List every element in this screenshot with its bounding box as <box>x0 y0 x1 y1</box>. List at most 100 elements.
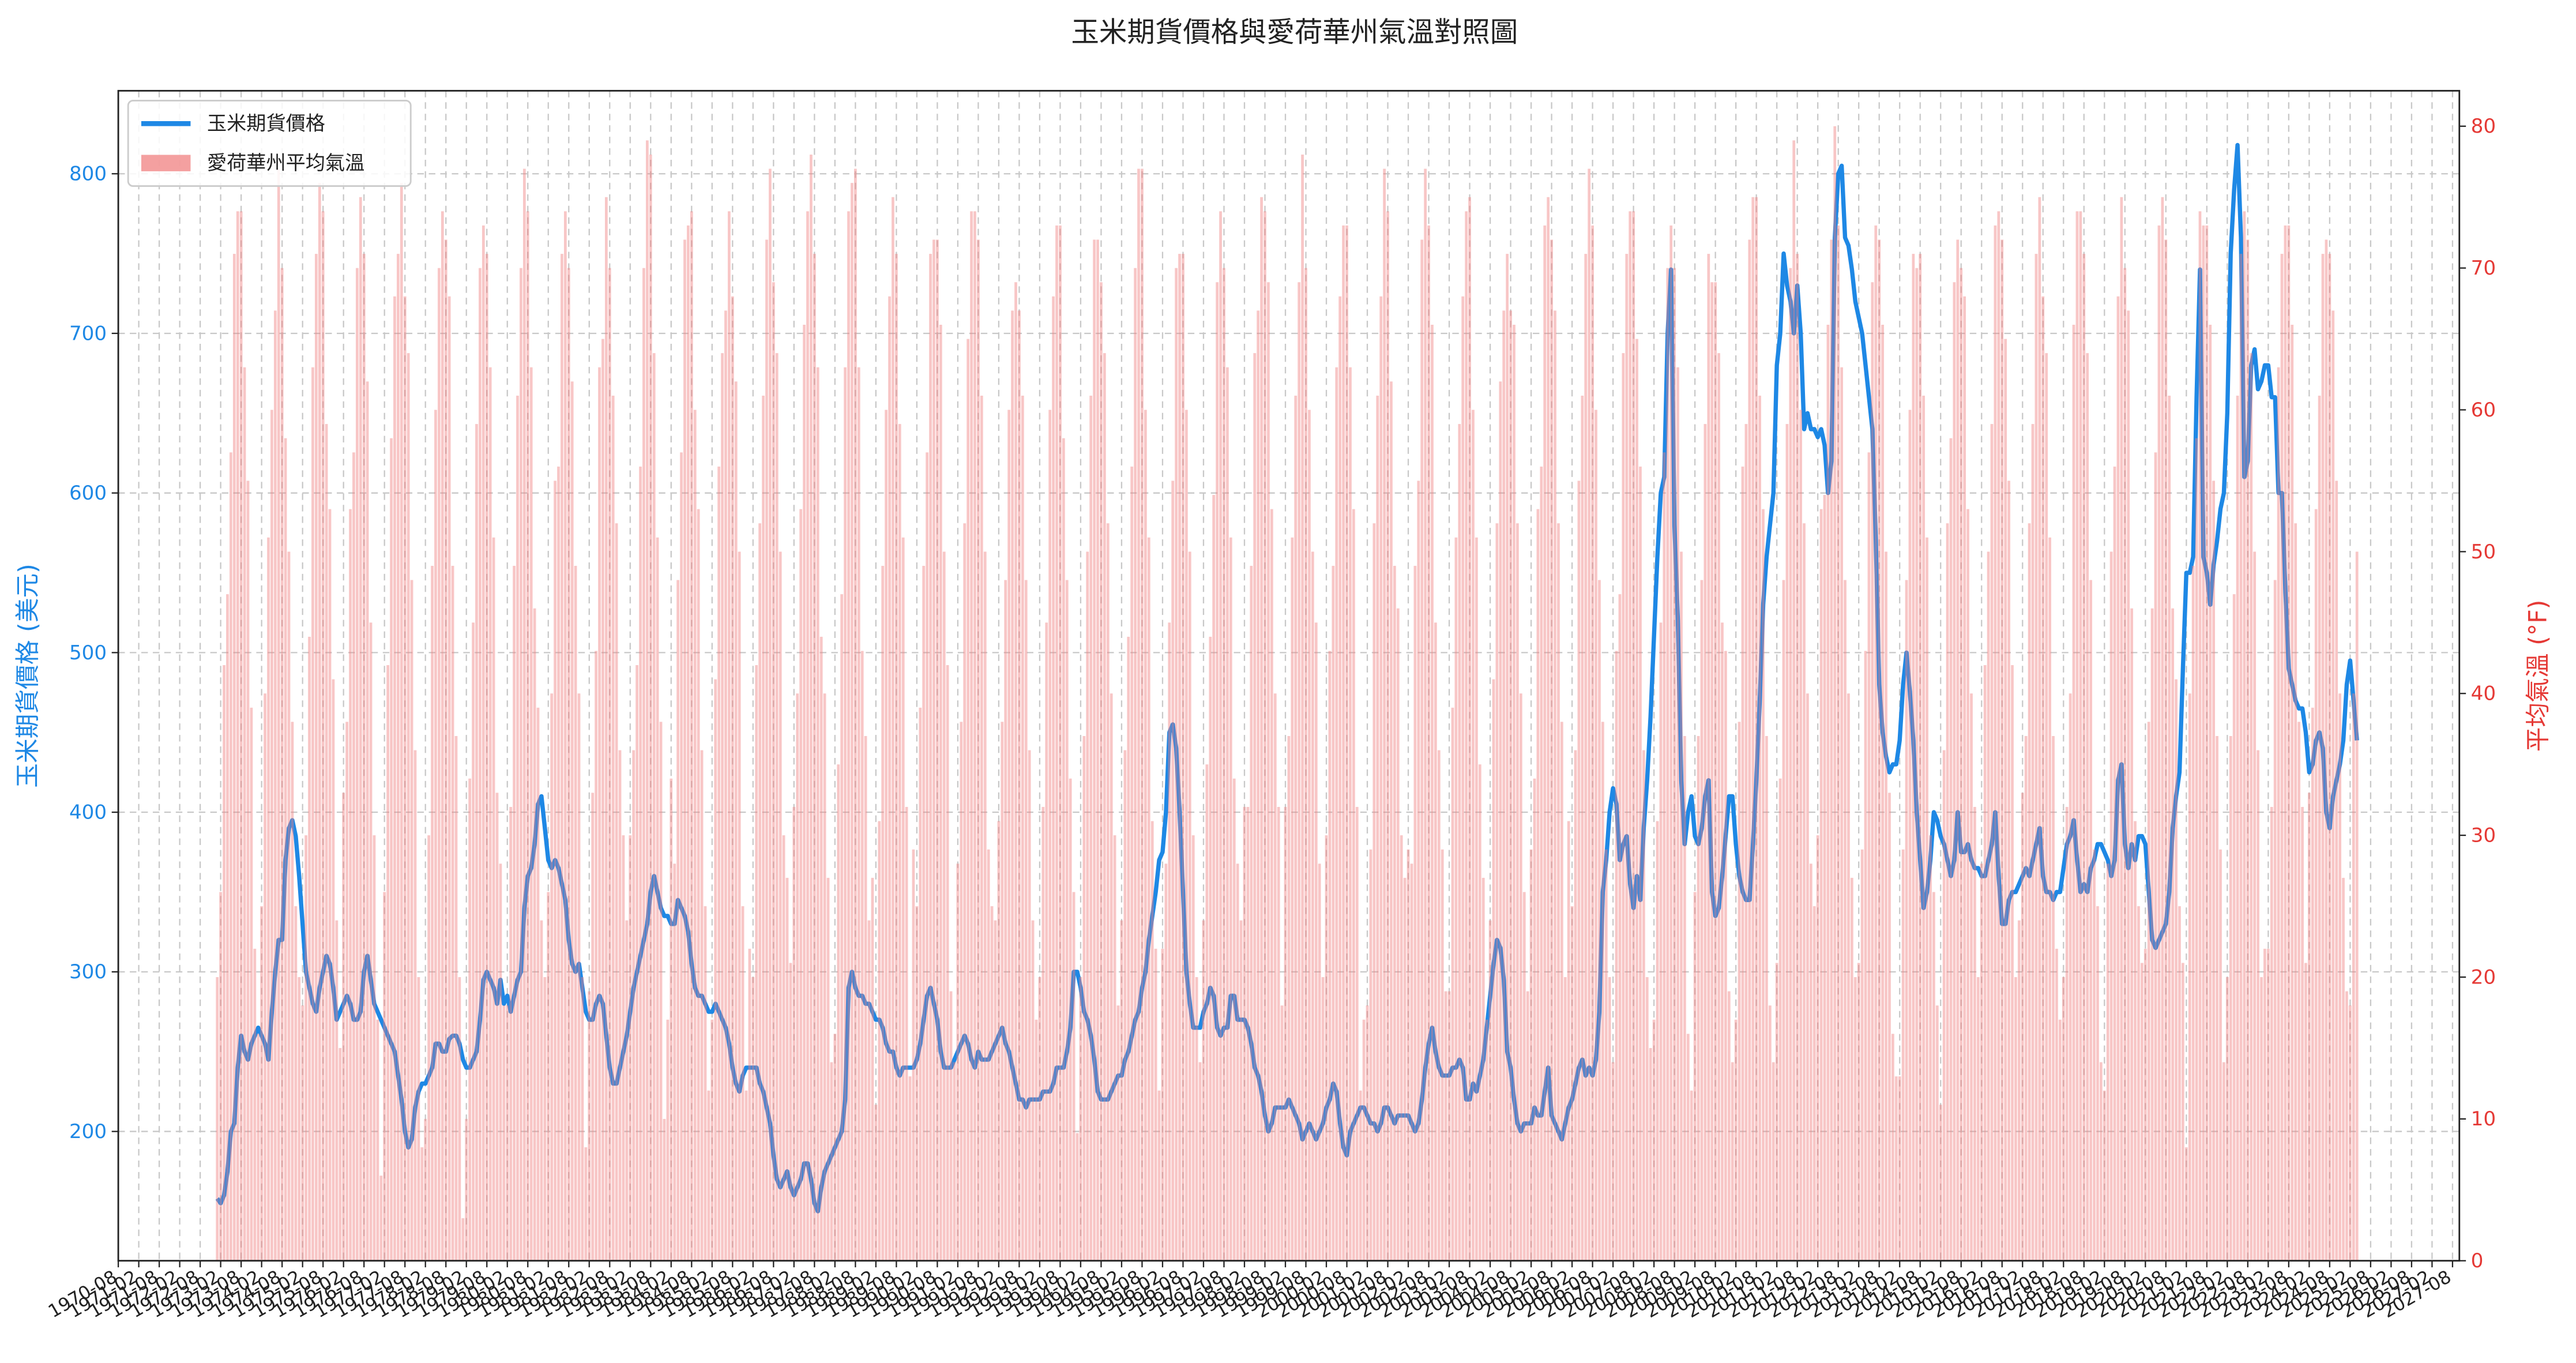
temperature-bar <box>922 565 926 1261</box>
temperature-bar <box>2219 849 2222 1261</box>
temperature-bar <box>1260 197 1263 1261</box>
temperature-bar <box>298 977 301 1261</box>
temperature-bar <box>1707 254 1710 1261</box>
temperature-bar <box>431 565 434 1261</box>
temperature-bar <box>1065 580 1069 1261</box>
temperature-bar <box>799 509 803 1261</box>
temperature-bar <box>1458 424 1461 1261</box>
temperature-bar <box>2209 325 2212 1261</box>
temperature-bar <box>1697 736 1700 1261</box>
temperature-bar <box>939 325 942 1261</box>
temperature-bar <box>2314 509 2318 1261</box>
temperature-bar <box>1864 651 1867 1261</box>
temperature-bar <box>595 651 597 1261</box>
temperature-bar <box>550 693 554 1261</box>
temperature-bar <box>755 665 758 1261</box>
temperature-bar <box>687 225 690 1261</box>
temperature-bar <box>1096 239 1099 1261</box>
temperature-bar <box>663 1118 666 1261</box>
temperature-bar <box>2161 197 2164 1261</box>
temperature-bar <box>1175 268 1178 1261</box>
temperature-bar <box>522 168 526 1261</box>
temperature-bar <box>465 1118 468 1261</box>
temperature-bar <box>2280 254 2284 1261</box>
temperature-bar <box>1526 991 1529 1261</box>
temperature-bar <box>1157 1090 1161 1261</box>
temperature-bar <box>1267 282 1270 1261</box>
temperature-bar <box>1782 580 1785 1261</box>
temperature-bar <box>973 211 976 1261</box>
temperature-bar <box>1332 565 1335 1261</box>
temperature-bar <box>2291 325 2294 1261</box>
temperature-bar <box>833 1034 837 1261</box>
temperature-bar <box>2038 197 2041 1261</box>
temperature-bar <box>1744 424 1748 1261</box>
temperature-bar <box>2236 395 2239 1261</box>
temperature-bar <box>2000 239 2004 1261</box>
temperature-bar <box>397 254 400 1261</box>
temperature-bar <box>659 722 663 1261</box>
temperature-bar <box>1850 877 1853 1261</box>
temperature-bar <box>980 395 983 1261</box>
legend-label: 愛荷華州平均氣溫 <box>207 152 364 175</box>
temperature-bar <box>458 977 461 1261</box>
temperature-bar <box>567 268 570 1261</box>
temperature-bar <box>1639 466 1642 1261</box>
temperature-bar <box>1113 835 1116 1261</box>
temperature-bar <box>724 310 727 1261</box>
temperature-bar <box>355 268 359 1261</box>
temperature-bar <box>1314 622 1318 1261</box>
temperature-bar <box>1431 325 1434 1261</box>
temperature-bar <box>1366 1005 1369 1261</box>
temperature-bar <box>1663 452 1666 1261</box>
temperature-bar <box>267 537 270 1261</box>
temperature-bar <box>2082 254 2086 1261</box>
temperature-bar <box>1103 353 1106 1261</box>
temperature-bar <box>1885 551 1887 1261</box>
temperature-bar <box>1683 736 1686 1261</box>
temperature-bar <box>1970 693 1973 1261</box>
temperature-bar <box>830 1062 833 1261</box>
temperature-bar <box>646 140 649 1261</box>
temperature-bar <box>2225 977 2229 1261</box>
temperature-bar <box>683 239 686 1261</box>
temperature-bar <box>588 991 591 1261</box>
temperature-bar <box>1891 1034 1894 1261</box>
temperature-bar <box>697 509 700 1261</box>
temperature-bar <box>1007 410 1011 1261</box>
temperature-bar <box>919 707 922 1261</box>
temperature-bar <box>2106 863 2109 1261</box>
temperature-bar <box>386 665 389 1261</box>
temperature-bar <box>441 211 444 1261</box>
temperature-bar <box>1454 537 1458 1261</box>
y-tick-label: 700 <box>69 322 107 345</box>
temperature-bar <box>1018 310 1021 1261</box>
temperature-bar <box>731 296 734 1261</box>
temperature-bar <box>1956 239 1960 1261</box>
temperature-bar <box>216 977 219 1261</box>
temperature-bar <box>581 977 584 1261</box>
temperature-bar <box>1765 736 1768 1261</box>
temperature-bar <box>516 395 519 1261</box>
temperature-bar <box>751 977 755 1261</box>
temperature-bar <box>789 963 792 1261</box>
temperature-bar <box>792 806 796 1261</box>
temperature-bar <box>513 565 516 1261</box>
temperature-bar <box>1724 651 1727 1261</box>
temperature-bar <box>690 211 693 1261</box>
temperature-bar <box>1451 707 1454 1261</box>
temperature-bar <box>1994 225 1997 1261</box>
temperature-bar <box>488 367 492 1261</box>
temperature-bar <box>990 906 994 1261</box>
temperature-bar <box>769 168 772 1261</box>
temperature-bar <box>721 353 724 1261</box>
temperature-bar <box>1755 197 1758 1261</box>
temperature-bar <box>960 722 963 1261</box>
temperature-bar <box>1031 920 1035 1261</box>
temperature-bar <box>898 424 901 1261</box>
temperature-bar <box>2355 551 2359 1261</box>
temperature-bar <box>1522 892 1526 1261</box>
temperature-bar <box>1120 920 1123 1261</box>
temperature-bar <box>1038 977 1041 1261</box>
